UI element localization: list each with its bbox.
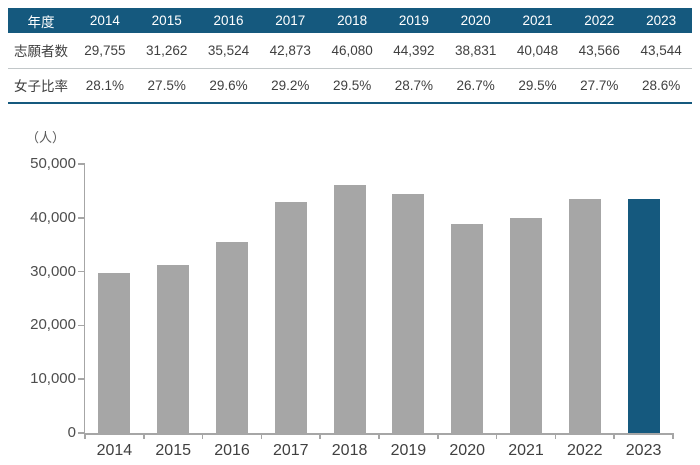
- table-row: 女子比率 28.1% 27.5% 29.6% 29.2% 29.5% 28.7% 26.7% 2…: [8, 68, 692, 104]
- x-axis-category-label: 2020: [449, 442, 485, 459]
- x-axis-category-label: 2017: [272, 442, 309, 459]
- value-cell: 28.6%: [630, 68, 692, 104]
- x-axis-tick: [437, 433, 439, 439]
- y-axis-tick: [78, 163, 85, 165]
- value-cell: 29.5%: [321, 68, 383, 104]
- row-label-cell: 女子比率: [8, 68, 74, 104]
- x-axis-category-label: 2022: [566, 442, 603, 459]
- year-header-cell: 2018: [321, 8, 383, 33]
- value-cell: 40,048: [506, 33, 569, 69]
- year-header-cell: 2021: [506, 8, 569, 33]
- y-axis-tick-label: 10,000: [30, 370, 76, 388]
- x-axis-tick: [260, 433, 263, 439]
- y-axis-unit-label: （人）: [26, 130, 66, 145]
- bar-2019: [392, 194, 425, 433]
- x-axis-tick: [495, 433, 498, 439]
- y-axis-tick-label: 20,000: [30, 316, 76, 334]
- value-cell: 29.5%: [506, 68, 569, 104]
- value-cell: 29.2%: [259, 68, 322, 104]
- x-axis-tick: [672, 433, 674, 439]
- bar-2022: [568, 198, 601, 433]
- table-header-row: 年度 2014 2015 2016 2017 2018 2019 2020 2021 2022 20…: [8, 8, 692, 33]
- table-header-year-label: 年度: [8, 8, 74, 33]
- x-axis-category-label: 2015: [155, 442, 191, 459]
- value-cell: 28.7%: [382, 68, 445, 104]
- y-axis-tick: [78, 217, 85, 219]
- table-row: 志願者数 29,755 31,262 35,524 42,873 46,080 44,392…: [8, 33, 692, 69]
- bar-2018: [333, 185, 366, 433]
- y-axis-tick-label: 30,000: [30, 262, 76, 280]
- value-cell: 31,262: [135, 33, 198, 69]
- value-cell: 44,392: [382, 33, 445, 69]
- y-axis-tick-label: 50,000: [30, 155, 76, 172]
- year-header-cell: 2017: [259, 8, 322, 33]
- x-axis-category-label: 2023: [625, 442, 662, 459]
- x-axis-category-label: 2021: [508, 442, 544, 459]
- x-axis-category-label: 2019: [390, 442, 427, 459]
- value-cell: 42,873: [259, 33, 322, 69]
- value-cell: 43,544: [630, 33, 692, 69]
- year-header-cell: 2020: [444, 8, 507, 33]
- y-axis-tick-label: 40,000: [30, 208, 76, 226]
- value-cell: 43,566: [568, 33, 631, 69]
- x-axis-tick: [201, 433, 204, 439]
- year-header-cell: 2016: [197, 8, 260, 33]
- x-axis-tick: [319, 433, 321, 439]
- x-axis-tick: [554, 433, 557, 439]
- x-axis-category-label: 2014: [96, 442, 133, 459]
- bar-2020: [451, 224, 484, 433]
- row-label-cell: 志願者数: [8, 33, 74, 69]
- year-header-cell: 2022: [568, 8, 631, 33]
- y-axis-tick-label: 0: [67, 424, 76, 441]
- y-axis-tick: [78, 378, 85, 380]
- value-cell: 26.7%: [444, 68, 507, 104]
- value-cell: 35,524: [197, 33, 260, 69]
- x-axis-tick: [84, 433, 86, 439]
- year-header-cell: 2023: [630, 8, 692, 33]
- x-axis-category-label: 2016: [214, 442, 250, 459]
- value-cell: 29,755: [74, 33, 136, 69]
- year-header-cell: 2014: [74, 8, 136, 33]
- x-axis-category-label: 2018: [331, 442, 368, 459]
- bar-2021: [510, 217, 542, 433]
- value-cell: 28.1%: [74, 68, 136, 104]
- value-cell: 46,080: [321, 33, 383, 69]
- y-axis-tick: [78, 432, 85, 434]
- y-axis-tick: [78, 324, 85, 327]
- x-axis-tick: [143, 433, 145, 439]
- bar-2023: [627, 198, 660, 433]
- applicants-table: 年度 2014 2015 2016 2017 2018 2019 2020 2021 2022 20…: [8, 8, 692, 104]
- y-axis-tick: [78, 270, 85, 273]
- year-header-cell: 2019: [382, 8, 445, 33]
- bar-2017: [274, 202, 307, 433]
- y-axis-line: [83, 164, 85, 435]
- x-axis-tick: [613, 433, 615, 439]
- x-axis-tick: [378, 433, 380, 439]
- bar-2014: [98, 272, 131, 433]
- value-cell: 38,831: [444, 33, 507, 69]
- value-cell: 29.6%: [197, 68, 260, 104]
- value-cell: 27.7%: [568, 68, 631, 104]
- value-cell: 27.5%: [135, 68, 198, 104]
- bar-2015: [157, 264, 190, 433]
- year-header-cell: 2015: [135, 8, 198, 33]
- bar-2016: [216, 241, 248, 433]
